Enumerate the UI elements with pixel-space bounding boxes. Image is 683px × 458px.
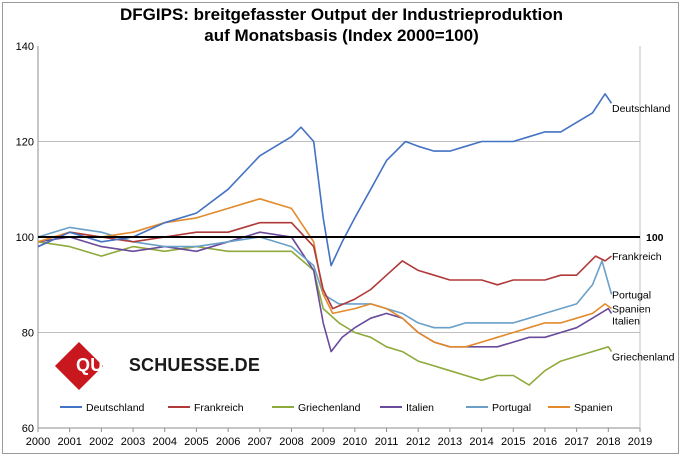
end-label-portugal: Portugal — [612, 289, 651, 301]
x-tick-label: 2009 — [311, 436, 335, 448]
x-tick-label: 2002 — [89, 436, 113, 448]
x-tick-label: 2003 — [121, 436, 145, 448]
x-tick-label: 2000 — [26, 436, 50, 448]
x-tick-label: 2001 — [57, 436, 81, 448]
series-line-portugal — [37, 226, 613, 329]
x-tick-label: 2008 — [279, 436, 303, 448]
chart-frame — [2, 2, 679, 454]
end-label-frankreich: Frankreich — [612, 251, 662, 263]
title-line-1: DFGIPS: breitgefasster Output der Indust… — [120, 5, 563, 24]
x-tick-label: 2005 — [184, 436, 208, 448]
legend: Deutschland Frankreich Griechenland Italien… — [60, 402, 613, 414]
querschuesse-logo: QUERSCHUESSE.DE — [54, 341, 260, 391]
series-line-spanien — [37, 198, 612, 348]
x-tick-label: 2018 — [596, 436, 620, 448]
reference-line-label: 100 — [646, 232, 664, 244]
x-tick-label: 2004 — [152, 436, 176, 448]
x-tick-label: 2006 — [216, 436, 240, 448]
x-tick-label: 2011 — [375, 436, 399, 448]
chart-title: DFGIPS: breitgefasster Output der Indust… — [0, 4, 683, 46]
end-label-deutschland: Deutschland — [612, 103, 671, 115]
legend-label-italien: Italien — [406, 402, 434, 414]
x-tick-label: 2013 — [438, 436, 462, 448]
legend-label-spanien: Spanien — [574, 402, 613, 414]
x-tick-label: 2017 — [564, 436, 588, 448]
x-tick-label: 2015 — [501, 436, 525, 448]
tick-labels: 60 80 100 120 140 2000 2001 2002 2003 2004 2005 200… — [16, 41, 653, 448]
series-line-italien — [37, 231, 613, 353]
y-tick-label: 80 — [22, 328, 34, 340]
end-label-italien: Italien — [612, 316, 640, 328]
legend-label-portugal: Portugal — [492, 402, 531, 414]
x-tick-label: 2012 — [406, 436, 430, 448]
y-tick-label: 60 — [22, 423, 34, 435]
logo-text: QUERSCHUESSE.DE — [76, 355, 261, 375]
legend-label-frankreich: Frankreich — [194, 402, 244, 414]
end-label-spanien: Spanien — [612, 304, 651, 316]
series-lines — [37, 93, 613, 386]
reference-line: 100 — [38, 232, 664, 244]
title-line-2: auf Monatsbasis (Index 2000=100) — [204, 26, 479, 45]
legend-label-deutschland: Deutschland — [86, 402, 145, 414]
x-tick-label: 2016 — [533, 436, 557, 448]
x-tick-label: 2010 — [343, 436, 367, 448]
y-tick-label: 100 — [16, 232, 34, 244]
y-tick-label: 140 — [16, 41, 34, 53]
legend-label-griechenland: Griechenland — [298, 402, 361, 414]
x-tick-label: 2019 — [628, 436, 652, 448]
end-label-griechenland: Griechenland — [612, 351, 675, 363]
y-tick-label: 120 — [16, 137, 34, 149]
series-line-frankreich — [37, 221, 612, 310]
end-labels: Deutschland Frankreich Portugal SpanienItal… — [612, 103, 675, 363]
x-tick-label: 2007 — [248, 436, 272, 448]
grid — [38, 141, 640, 333]
series-line-deutschland — [37, 93, 613, 267]
x-tick-label: 2014 — [469, 436, 493, 448]
